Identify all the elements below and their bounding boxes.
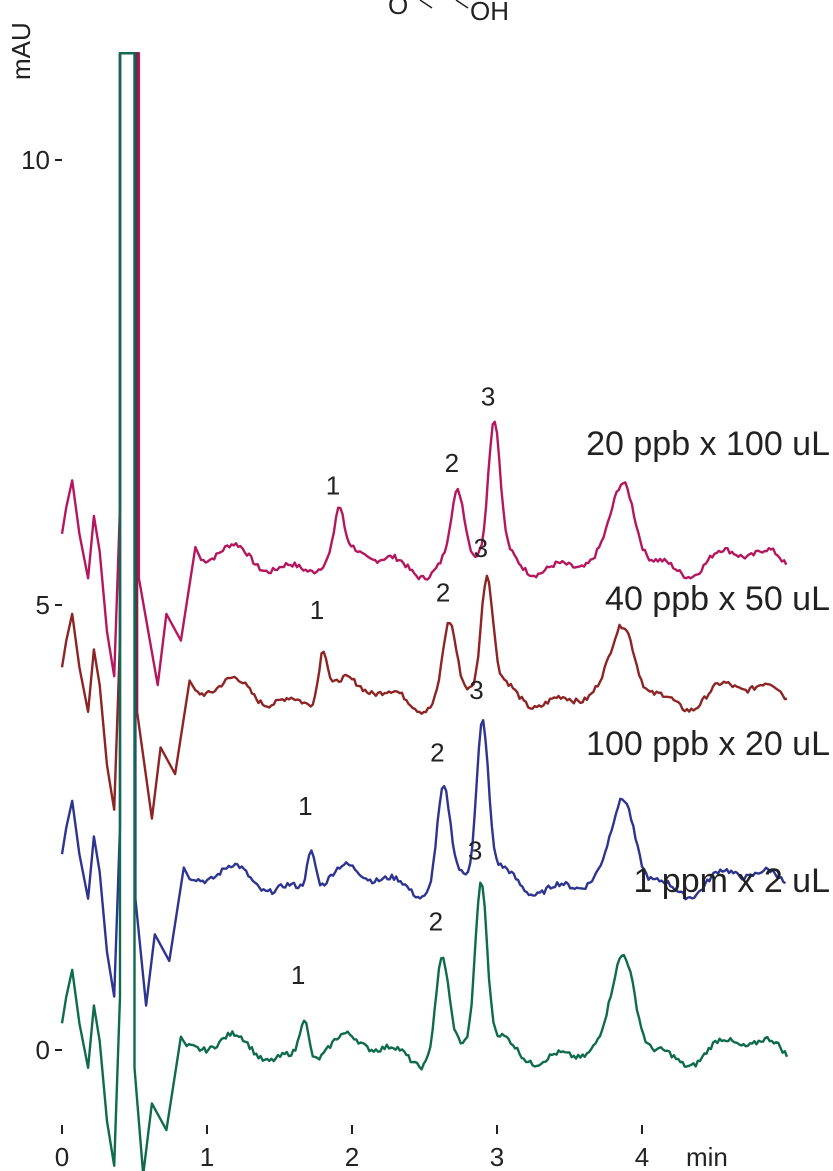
peak-label-0-1: 2 xyxy=(445,448,459,478)
x-tick-label-2: 2 xyxy=(345,1142,359,1171)
trace-group xyxy=(60,52,789,1171)
peak-label-3-0: 1 xyxy=(291,960,305,990)
x-axis-ticks: 0 1 2 3 4 xyxy=(55,1125,649,1171)
structure-o-label: O xyxy=(388,0,408,20)
peak-label-3-2: 3 xyxy=(468,835,482,865)
y-tick-label-1: 5 xyxy=(36,590,50,620)
peak-label-2-0: 1 xyxy=(298,791,312,821)
x-axis-label: min xyxy=(686,1142,728,1171)
x-tick-label-4: 4 xyxy=(635,1142,649,1171)
x-tick-label-1: 1 xyxy=(200,1142,214,1171)
y-axis-label: mAU xyxy=(6,22,36,80)
structure-oh-label: OH xyxy=(470,0,509,26)
series-label-1: 40 ppb x 50 uL xyxy=(605,580,830,618)
peak-label-1-1: 2 xyxy=(436,577,450,607)
trace-1 xyxy=(60,52,788,820)
trace-2 xyxy=(60,52,787,1007)
x-tick-label-0: 0 xyxy=(55,1142,69,1171)
peak-label-2-1: 2 xyxy=(430,737,444,767)
series-label-3: 1 ppm x 2 uL xyxy=(633,862,830,900)
peak-label-2-2: 3 xyxy=(469,675,483,705)
series-label-0: 20 ppb x 100 uL xyxy=(586,425,830,463)
peak-label-0-2: 3 xyxy=(481,381,495,411)
series-label-2: 100 ppb x 20 uL xyxy=(586,725,830,763)
peak-label-3-1: 2 xyxy=(429,907,443,937)
y-tick-label-0: 0 xyxy=(36,1035,50,1065)
peak-label-1-2: 3 xyxy=(474,533,488,563)
peak-label-0-0: 1 xyxy=(326,470,340,500)
x-tick-label-3: 3 xyxy=(490,1142,504,1171)
y-axis-ticks: 0 5 10 xyxy=(21,145,62,1065)
peak-label-1-0: 1 xyxy=(310,595,324,625)
structure-fragment: O OH xyxy=(388,0,509,26)
trace-3 xyxy=(60,52,789,1171)
trace-0 xyxy=(60,52,788,687)
y-tick-label-2: 10 xyxy=(21,145,50,175)
